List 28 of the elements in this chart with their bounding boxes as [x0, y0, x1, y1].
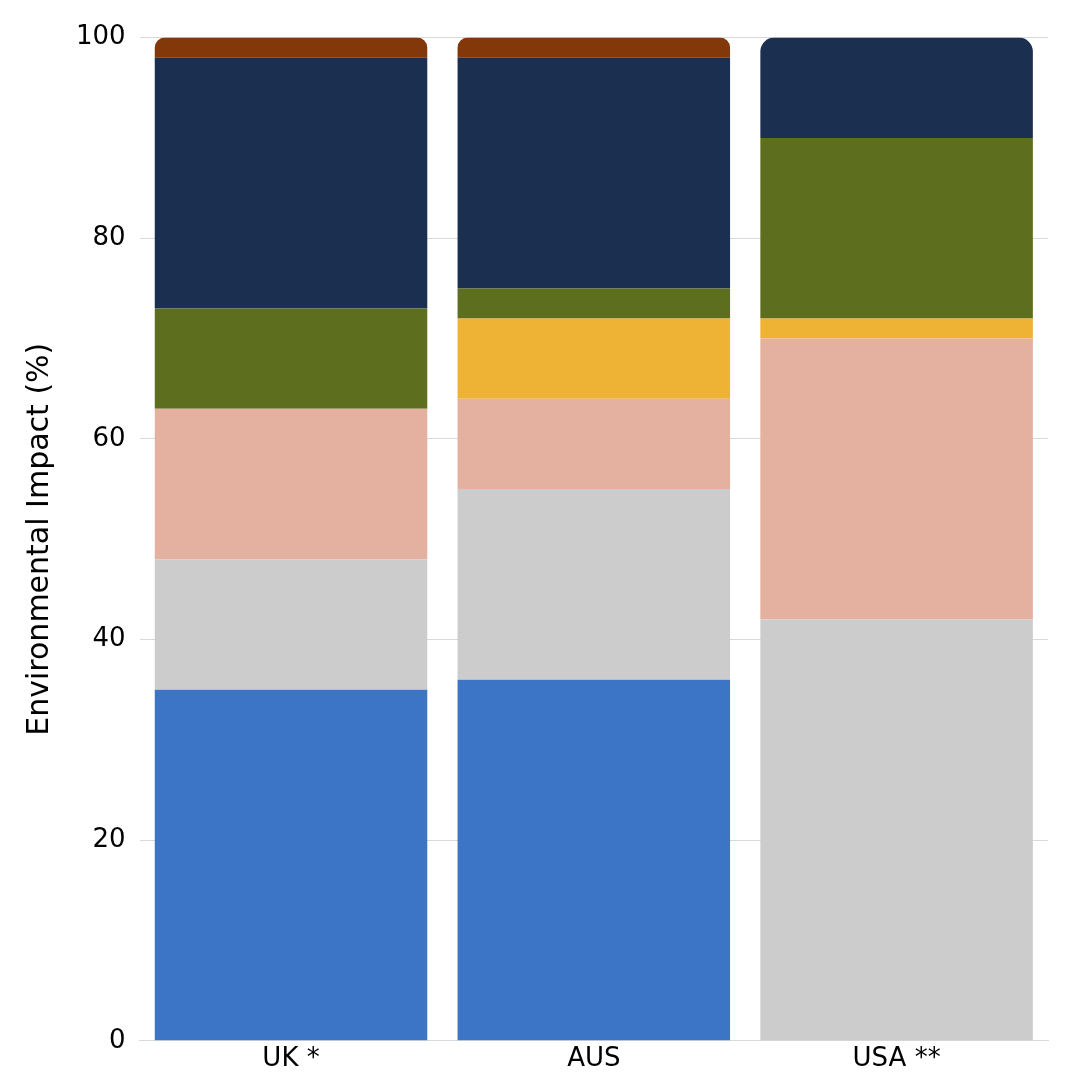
- bar: [154, 689, 428, 1041]
- y-axis-title: Environmental Impact (%): [19, 342, 55, 736]
- bar: [457, 288, 731, 319]
- x-tick-label: UK *: [262, 1042, 320, 1073]
- bar: [457, 318, 731, 399]
- bar: [457, 37, 731, 58]
- bar: [760, 37, 1033, 138]
- x-tick-label: AUS: [567, 1042, 621, 1073]
- bar: [457, 57, 731, 289]
- bar: [154, 57, 428, 309]
- y-tick-label: 20: [92, 822, 126, 853]
- bar: [760, 338, 1033, 620]
- bar: [154, 308, 428, 409]
- bar: [154, 559, 428, 690]
- bar: [760, 137, 1033, 319]
- y-tick-label: 80: [92, 220, 126, 251]
- bar: [760, 318, 1033, 339]
- bar: [457, 489, 731, 680]
- bar: [154, 37, 428, 58]
- bar: [457, 679, 731, 1041]
- y-tick-label: 60: [92, 421, 126, 452]
- y-tick-label: 0: [109, 1023, 126, 1054]
- bar: [457, 398, 731, 490]
- y-tick-label: 100: [75, 20, 126, 51]
- bar: [154, 408, 428, 560]
- bar: [760, 619, 1033, 1041]
- x-tick-label: USA **: [852, 1042, 941, 1073]
- y-tick-label: 40: [92, 622, 126, 653]
